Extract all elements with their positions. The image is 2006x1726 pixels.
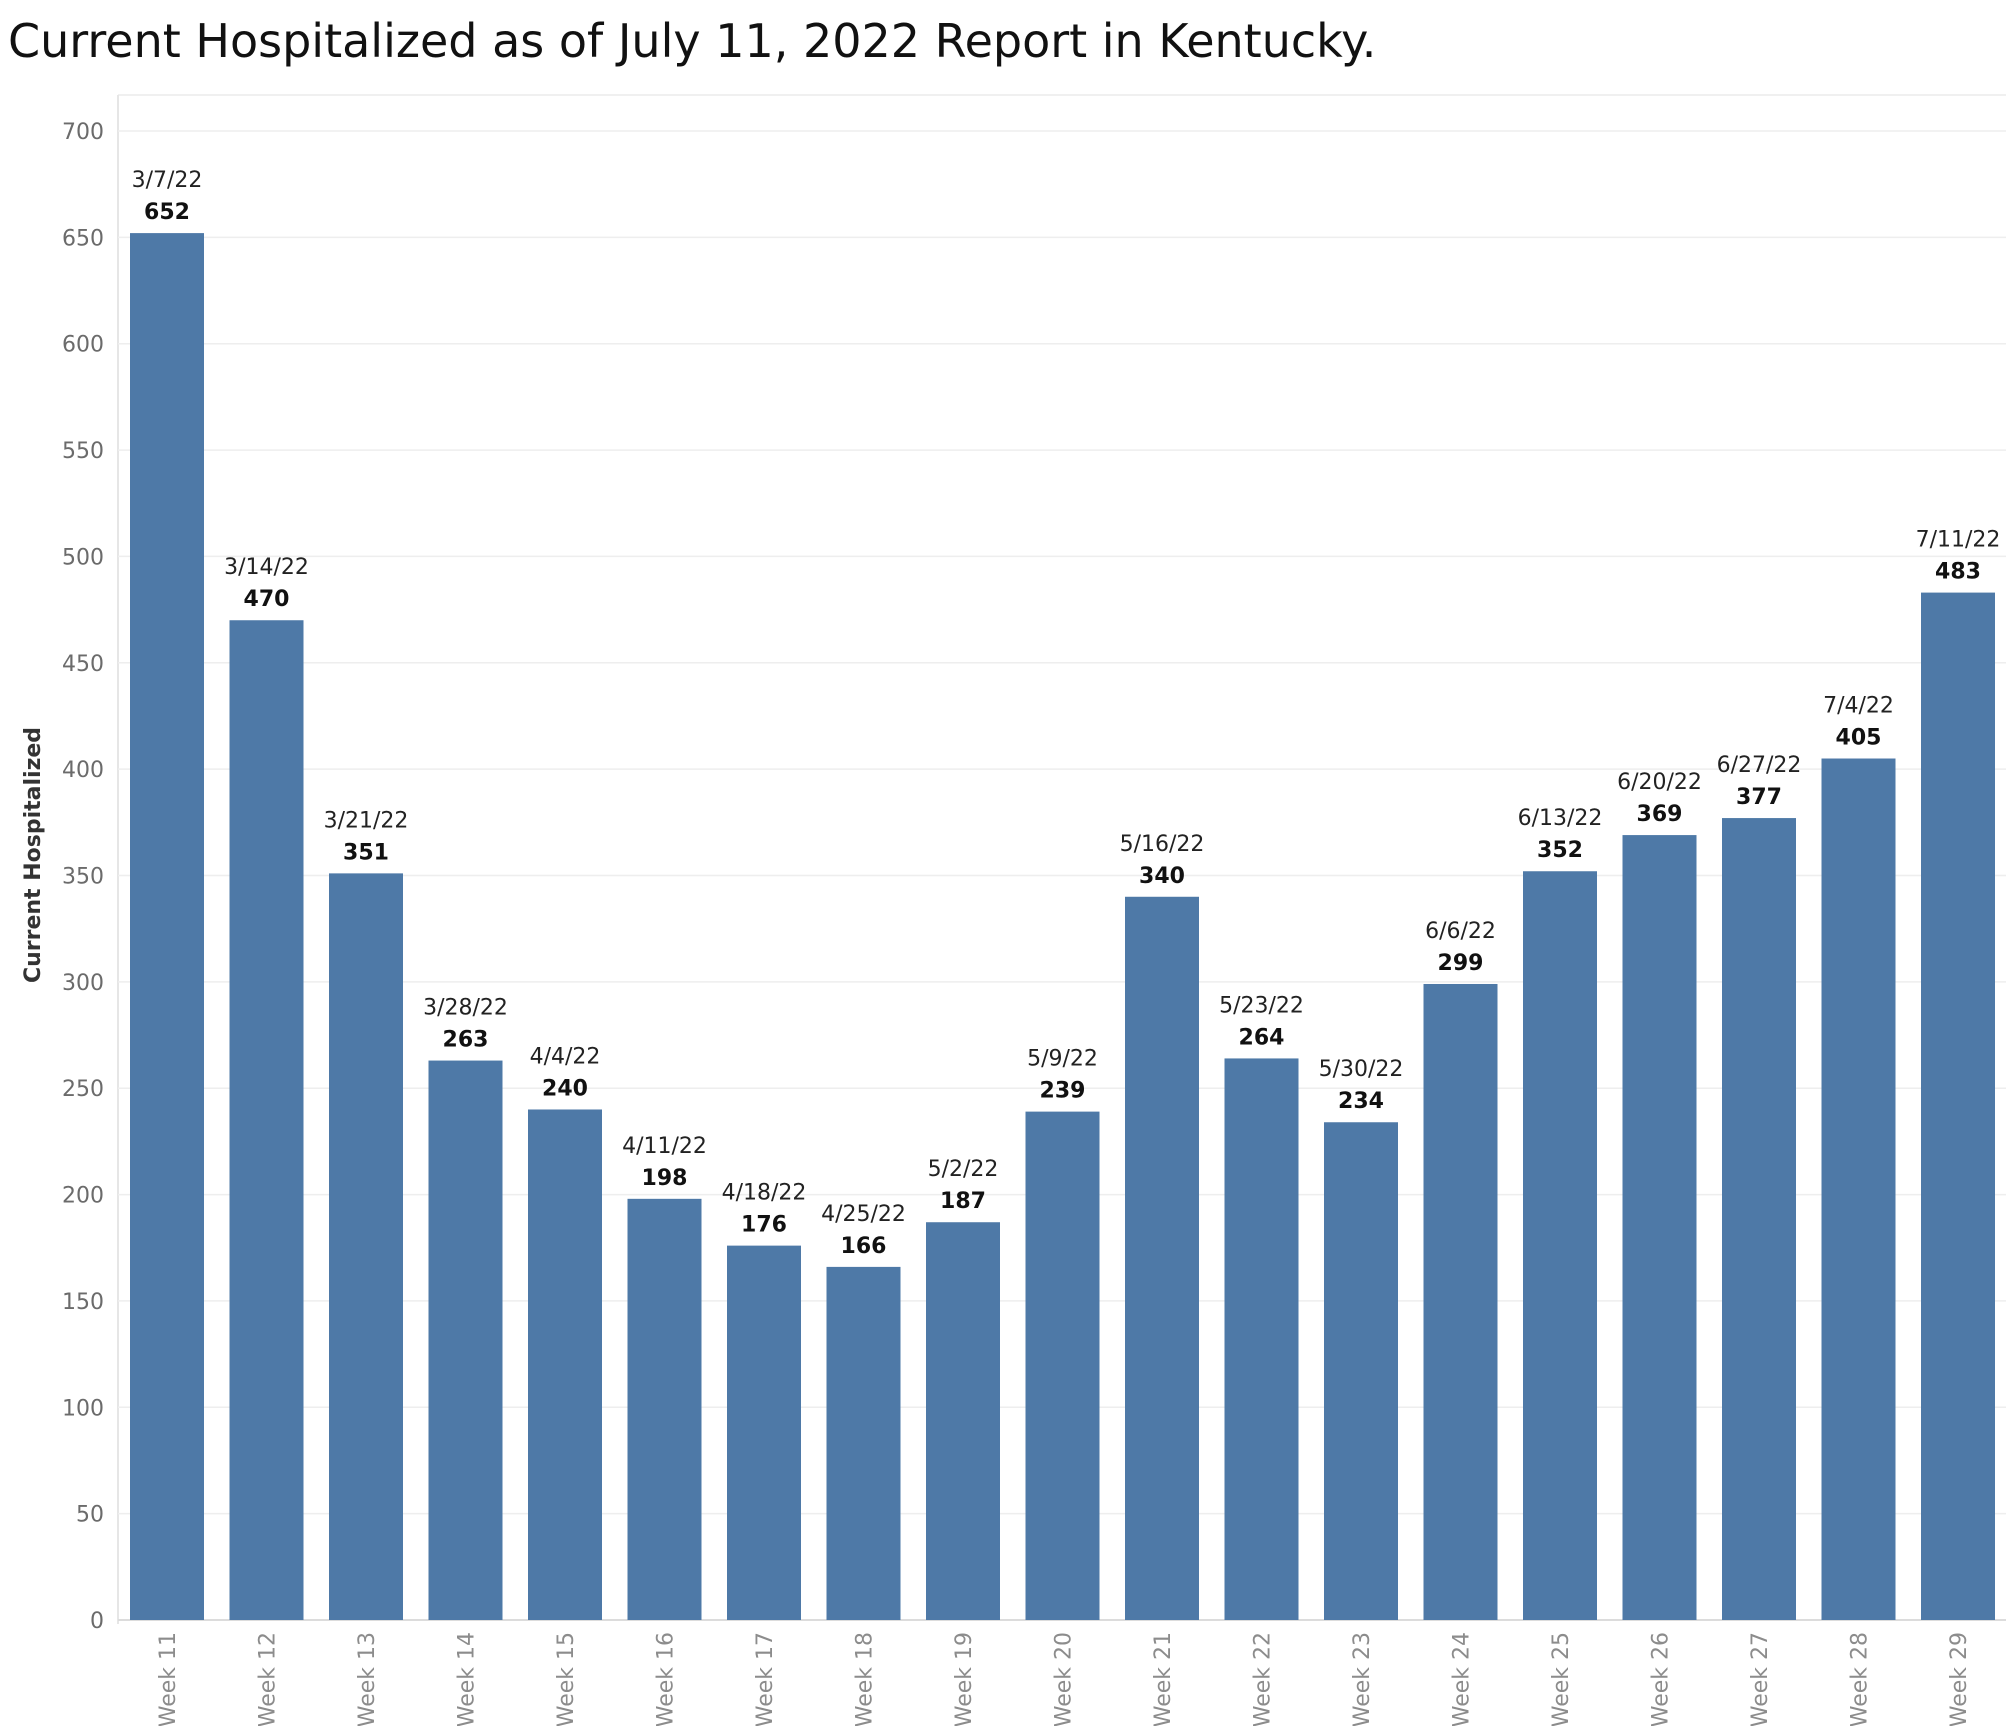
bar (1423, 983, 1498, 1620)
bar-date-label: 4/11/22 (622, 1134, 707, 1159)
bar-date-label: 5/23/22 (1219, 993, 1304, 1018)
x-tick-label: Week 24 (1450, 1632, 1475, 1726)
x-tick-label: Week 16 (654, 1632, 679, 1726)
bar-value-label: 234 (1338, 1089, 1384, 1114)
y-tick-label: 400 (62, 758, 104, 783)
bar-date-label: 3/28/22 (423, 996, 508, 1021)
x-tick-label: Week 22 (1251, 1632, 1276, 1726)
bar-date-label: 6/27/22 (1717, 753, 1802, 778)
bar-date-label: 7/11/22 (1916, 528, 2001, 553)
bar-date-label: 5/9/22 (1027, 1047, 1098, 1072)
bar (727, 1245, 801, 1620)
bar (1224, 1058, 1299, 1620)
bar (130, 233, 204, 1620)
x-tick-label: Week 12 (256, 1632, 281, 1726)
bar-value-label: 405 (1836, 726, 1882, 751)
bar (1523, 871, 1597, 1620)
bar (627, 1198, 702, 1620)
x-tick-label: Week 14 (455, 1632, 480, 1726)
y-tick-label: 500 (62, 545, 104, 570)
y-tick-label: 100 (62, 1396, 104, 1421)
bar-value-label: 187 (940, 1189, 986, 1214)
bar (329, 873, 403, 1620)
x-tick-label: Week 29 (1947, 1632, 1972, 1726)
x-tick-label: Week 13 (355, 1632, 380, 1726)
bar-date-label: 4/4/22 (530, 1044, 601, 1069)
x-tick-label: Week 21 (1151, 1632, 1176, 1726)
x-tick-label: Week 11 (156, 1632, 181, 1726)
bar-labels: 652 3/7/22 470 3/14/22 351 3/21/22 263 3/28/22 2… (132, 168, 2001, 1259)
bar (826, 1266, 901, 1620)
bar-date-label: 3/7/22 (132, 168, 203, 193)
x-tick-label: Week 27 (1748, 1632, 1773, 1726)
bar (1025, 1111, 1100, 1620)
bar (1125, 896, 1199, 1620)
y-tick-label: 250 (62, 1077, 104, 1102)
bar-value-label: 263 (443, 1028, 489, 1053)
x-tick-label: Week 28 (1848, 1632, 1873, 1726)
x-axis-ticks: Week 11 Week 12 Week 13 Week 14 Week 15 Week … (156, 1632, 1972, 1726)
y-tick-label: 550 (62, 439, 104, 464)
chart-title: Current Hospitalized as of July 11, 2022… (8, 14, 1377, 68)
bar-value-label: 652 (144, 200, 190, 225)
bar-value-label: 166 (841, 1234, 887, 1259)
bars (130, 233, 1995, 1620)
y-axis-ticks: 0 50 100 150 200 250 300 350 400 450 500 550 600 650 7… (62, 120, 104, 1634)
bar-value-label: 369 (1637, 802, 1683, 827)
bar (926, 1222, 1000, 1620)
x-tick-label: Week 18 (853, 1632, 878, 1726)
y-tick-label: 450 (62, 652, 104, 677)
bar-value-label: 264 (1239, 1025, 1285, 1050)
bar-date-label: 6/13/22 (1518, 806, 1603, 831)
bar-date-label: 5/30/22 (1319, 1057, 1404, 1082)
bar (229, 620, 304, 1620)
bar-value-label: 239 (1040, 1079, 1086, 1104)
x-tick-label: Week 26 (1649, 1632, 1674, 1726)
bar-value-label: 470 (244, 587, 290, 612)
x-tick-label: Week 25 (1549, 1632, 1574, 1726)
bar-value-label: 176 (741, 1213, 787, 1238)
bar-value-label: 483 (1935, 560, 1981, 585)
bar (1821, 758, 1896, 1620)
y-axis-label: Current Hospitalized (21, 727, 46, 983)
y-tick-label: 650 (62, 226, 104, 251)
y-tick-label: 50 (76, 1503, 104, 1528)
bar-date-label: 6/6/22 (1425, 919, 1496, 944)
y-tick-label: 150 (62, 1290, 104, 1315)
bar-date-label: 6/20/22 (1617, 770, 1702, 795)
y-tick-label: 300 (62, 971, 104, 996)
bar-date-label: 4/25/22 (821, 1202, 906, 1227)
bar (528, 1109, 602, 1620)
bar (1921, 592, 1995, 1620)
bar (428, 1060, 503, 1620)
bar-value-label: 299 (1438, 951, 1484, 976)
bar-date-label: 7/4/22 (1823, 694, 1894, 719)
y-tick-label: 700 (62, 120, 104, 145)
bar-value-label: 198 (642, 1166, 688, 1191)
bar (1622, 835, 1697, 1620)
y-tick-label: 350 (62, 865, 104, 890)
bar (1324, 1122, 1398, 1620)
bar-date-label: 4/18/22 (722, 1181, 807, 1206)
bar-date-label: 5/2/22 (928, 1157, 999, 1182)
x-tick-label: Week 19 (952, 1632, 977, 1726)
bar (1722, 818, 1796, 1620)
x-tick-label: Week 15 (554, 1632, 579, 1726)
y-tick-label: 0 (90, 1609, 104, 1634)
x-tick-label: Week 20 (1052, 1632, 1077, 1726)
bar-value-label: 240 (542, 1076, 588, 1101)
y-tick-label: 200 (62, 1184, 104, 1209)
y-tick-label: 600 (62, 333, 104, 358)
bar-date-label: 5/16/22 (1120, 832, 1205, 857)
bar-value-label: 377 (1736, 785, 1782, 810)
bar-date-label: 3/21/22 (324, 808, 409, 833)
x-tick-label: Week 17 (753, 1632, 778, 1726)
bar-value-label: 340 (1139, 864, 1185, 889)
bar-value-label: 351 (343, 840, 389, 865)
bar-date-label: 3/14/22 (224, 555, 309, 580)
x-tick-label: Week 23 (1350, 1632, 1375, 1726)
bar-value-label: 352 (1537, 838, 1583, 863)
